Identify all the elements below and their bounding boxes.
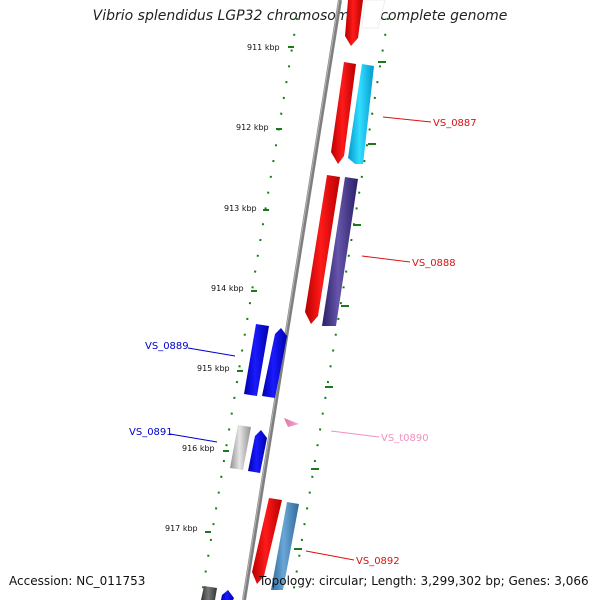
gene-feature-bottom-dark[interactable]: [201, 586, 217, 600]
gene-feature-vs-0888-red[interactable]: [305, 175, 340, 324]
scale-label: 912 kbp: [236, 123, 269, 132]
gene-feature-vs-0891-gray[interactable]: [230, 425, 251, 470]
gene-label-vs-0891[interactable]: VS_0891: [129, 427, 173, 438]
scale-label: 911 kbp: [247, 43, 280, 52]
scale-label: 915 kbp: [197, 364, 230, 373]
gene-label-vs-0887[interactable]: VS_0887: [433, 118, 477, 129]
gene-feature-vs-0892[interactable]: [271, 502, 299, 590]
gene-label-vs-t0890[interactable]: VS_t0890: [381, 433, 429, 444]
gene-feature-vs-0889[interactable]: [262, 328, 287, 398]
leader-vs-0887: [382, 116, 432, 123]
leader-vs-0889: [187, 347, 236, 357]
gene-label-vs-0888[interactable]: VS_0888: [412, 258, 456, 269]
outer-ticks: [294, 61, 386, 550]
scale-label: 917 kbp: [165, 524, 198, 533]
gene-feature-bottom-blue[interactable]: [221, 590, 234, 600]
gene-feature-vs-0889-a[interactable]: [244, 324, 269, 396]
scale-label: 914 kbp: [211, 284, 244, 293]
leader-vs-t0890: [330, 430, 380, 438]
genome-backbone: [242, 0, 342, 600]
topology-summary: Topology: circular; Length: 3,299,302 bp…: [259, 574, 589, 588]
scale-label: 916 kbp: [182, 444, 215, 453]
gene-label-vs-0889[interactable]: VS_0889: [145, 341, 189, 352]
label-leader-lines: [169, 116, 432, 561]
gene-feature-vs-0892-red[interactable]: [252, 498, 282, 584]
gene-feature-vs-0888[interactable]: [322, 177, 358, 326]
leader-vs-0892: [305, 550, 355, 561]
scale-label: 913 kbp: [224, 204, 257, 213]
gene-feature-vs-0887[interactable]: [348, 64, 374, 164]
gene-label-vs-0892[interactable]: VS_0892: [356, 556, 400, 567]
inner-dotted-track: [200, 17, 298, 600]
gene-feature-vs-0891[interactable]: [248, 430, 267, 473]
leader-vs-0891: [169, 433, 218, 443]
trna-marker-vs-t0890[interactable]: [284, 418, 299, 427]
map-title: Vibrio splendidus LGP32 chromosome 1, co…: [92, 8, 508, 24]
gene-feature-top-partial[interactable]: [345, 0, 386, 46]
scale-ticks: [205, 46, 294, 533]
gene-feature-vs-0887-red[interactable]: [331, 62, 356, 164]
accession-text: Accession: NC_011753: [9, 574, 146, 588]
leader-vs-0888: [361, 255, 411, 263]
genome-backbone-highlight: [242, 0, 340, 600]
